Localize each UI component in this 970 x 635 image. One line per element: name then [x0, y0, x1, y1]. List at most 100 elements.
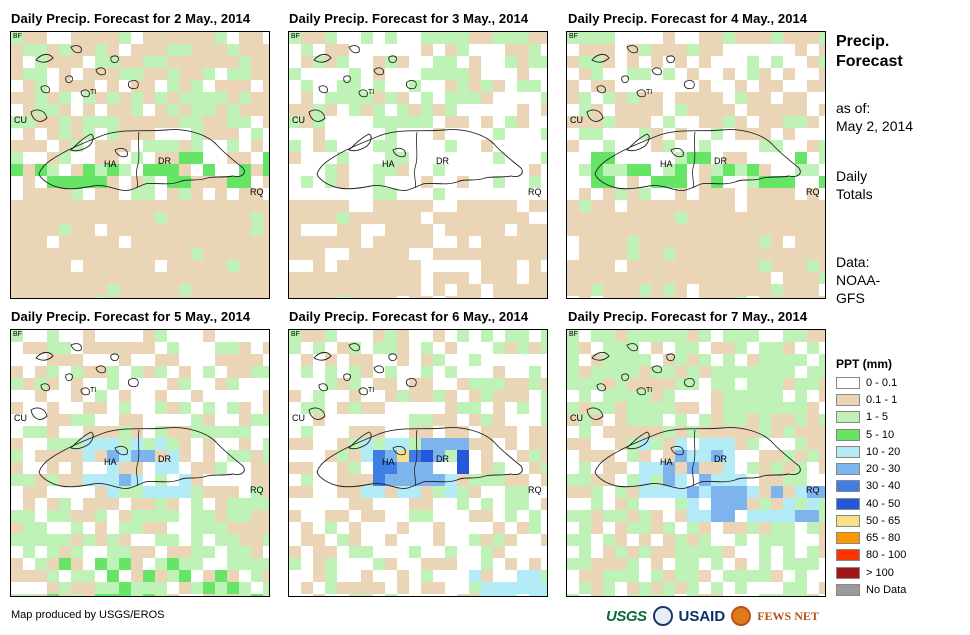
- precip-cell: [83, 32, 95, 44]
- precip-cell: [313, 390, 325, 402]
- precip-cell: [361, 366, 373, 378]
- precip-cell: [433, 414, 445, 426]
- precip-cell: [747, 68, 759, 80]
- precip-cell: [263, 522, 269, 534]
- precip-cell: [227, 248, 239, 260]
- precip-cell: [59, 272, 71, 284]
- precip-cell: [421, 224, 433, 236]
- precip-cell: [735, 582, 747, 594]
- precip-cell: [759, 522, 771, 534]
- precip-cell: [687, 260, 699, 272]
- precip-cell: [639, 354, 651, 366]
- precip-cell: [663, 164, 675, 176]
- precip-cell: [579, 546, 591, 558]
- precip-cell: [723, 450, 735, 462]
- precip-cell: [735, 534, 747, 546]
- island-outline: [318, 383, 328, 392]
- precip-cell: [59, 474, 71, 486]
- precip-cell: [47, 260, 59, 272]
- precip-cell: [313, 140, 325, 152]
- precip-cell: [819, 272, 825, 284]
- precip-cell: [23, 116, 35, 128]
- precip-cell: [397, 260, 409, 272]
- precip-cell: [179, 32, 191, 44]
- precip-cell: [107, 200, 119, 212]
- precip-cell: [143, 570, 155, 582]
- precip-cell: [263, 104, 269, 116]
- precip-cell: [723, 426, 735, 438]
- precip-cell: [35, 594, 47, 596]
- precip-cell: [723, 272, 735, 284]
- precip-cell: [313, 200, 325, 212]
- precip-cell: [579, 92, 591, 104]
- precip-cell: [239, 188, 251, 200]
- precip-cell: [131, 510, 143, 522]
- precip-cell: [131, 342, 143, 354]
- precip-cell: [469, 414, 481, 426]
- precip-cell: [227, 296, 239, 298]
- island-outline: [666, 55, 676, 64]
- precip-cell: [517, 342, 529, 354]
- precip-cell: [59, 438, 71, 450]
- precip-cell: [457, 272, 469, 284]
- precip-cell: [493, 426, 505, 438]
- precip-cell: [567, 378, 579, 390]
- precip-cell: [131, 248, 143, 260]
- precip-cell: [783, 342, 795, 354]
- precip-cell: [627, 522, 639, 534]
- precip-cell: [179, 104, 191, 116]
- precip-cell: [663, 450, 675, 462]
- precip-cell: [663, 176, 675, 188]
- precip-cell: [687, 546, 699, 558]
- precip-cell: [771, 260, 783, 272]
- precip-cell: [675, 438, 687, 450]
- precip-cell: [759, 414, 771, 426]
- precip-cell: [155, 330, 167, 342]
- precip-cell: [95, 366, 107, 378]
- precip-cell: [373, 438, 385, 450]
- legend-item: 0.1 - 1: [836, 393, 897, 407]
- precip-cell: [23, 80, 35, 92]
- precip-cell: [95, 402, 107, 414]
- map-panel-4: BF TI CU HA DR RQ: [10, 329, 270, 597]
- precip-cell: [795, 104, 807, 116]
- precip-cell: [263, 260, 269, 272]
- precip-cell: [675, 426, 687, 438]
- precip-cell: [155, 56, 167, 68]
- precip-cell: [239, 152, 251, 164]
- precip-cell: [251, 128, 263, 140]
- precip-cell: [191, 80, 203, 92]
- precip-cell: [795, 498, 807, 510]
- precip-cell: [35, 248, 47, 260]
- precip-cell: [747, 510, 759, 522]
- precip-cell: [373, 486, 385, 498]
- precip-cell: [71, 474, 83, 486]
- precip-cell: [651, 438, 663, 450]
- precip-cell: [699, 236, 711, 248]
- hispaniola-outline: [38, 129, 245, 191]
- precip-cell: [675, 176, 687, 188]
- precip-cell: [155, 366, 167, 378]
- precip-cell: [567, 414, 579, 426]
- precip-cell: [457, 330, 469, 342]
- precip-cell: [167, 116, 179, 128]
- precip-cell: [771, 140, 783, 152]
- precip-cell: [819, 32, 825, 44]
- precip-cell: [603, 462, 615, 474]
- island-outline: [343, 75, 352, 84]
- precip-cell: [723, 236, 735, 248]
- precip-cell: [615, 486, 627, 498]
- precip-cell: [663, 272, 675, 284]
- precip-cell: [421, 200, 433, 212]
- precip-cell: [301, 296, 313, 298]
- precip-cell: [47, 200, 59, 212]
- precip-cell: [59, 92, 71, 104]
- precip-cell: [795, 510, 807, 522]
- island-outline: [684, 377, 695, 388]
- precip-cell: [47, 510, 59, 522]
- precip-cell: [663, 284, 675, 296]
- precip-cell: [819, 260, 825, 272]
- precip-cell: [215, 534, 227, 546]
- precip-cell: [155, 558, 167, 570]
- data-source-line3: GFS: [836, 290, 865, 306]
